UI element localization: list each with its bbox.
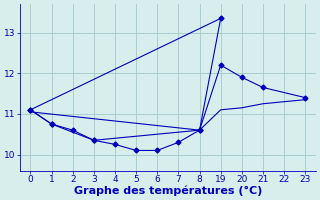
X-axis label: Graphe des températures (°C): Graphe des températures (°C) — [74, 185, 262, 196]
